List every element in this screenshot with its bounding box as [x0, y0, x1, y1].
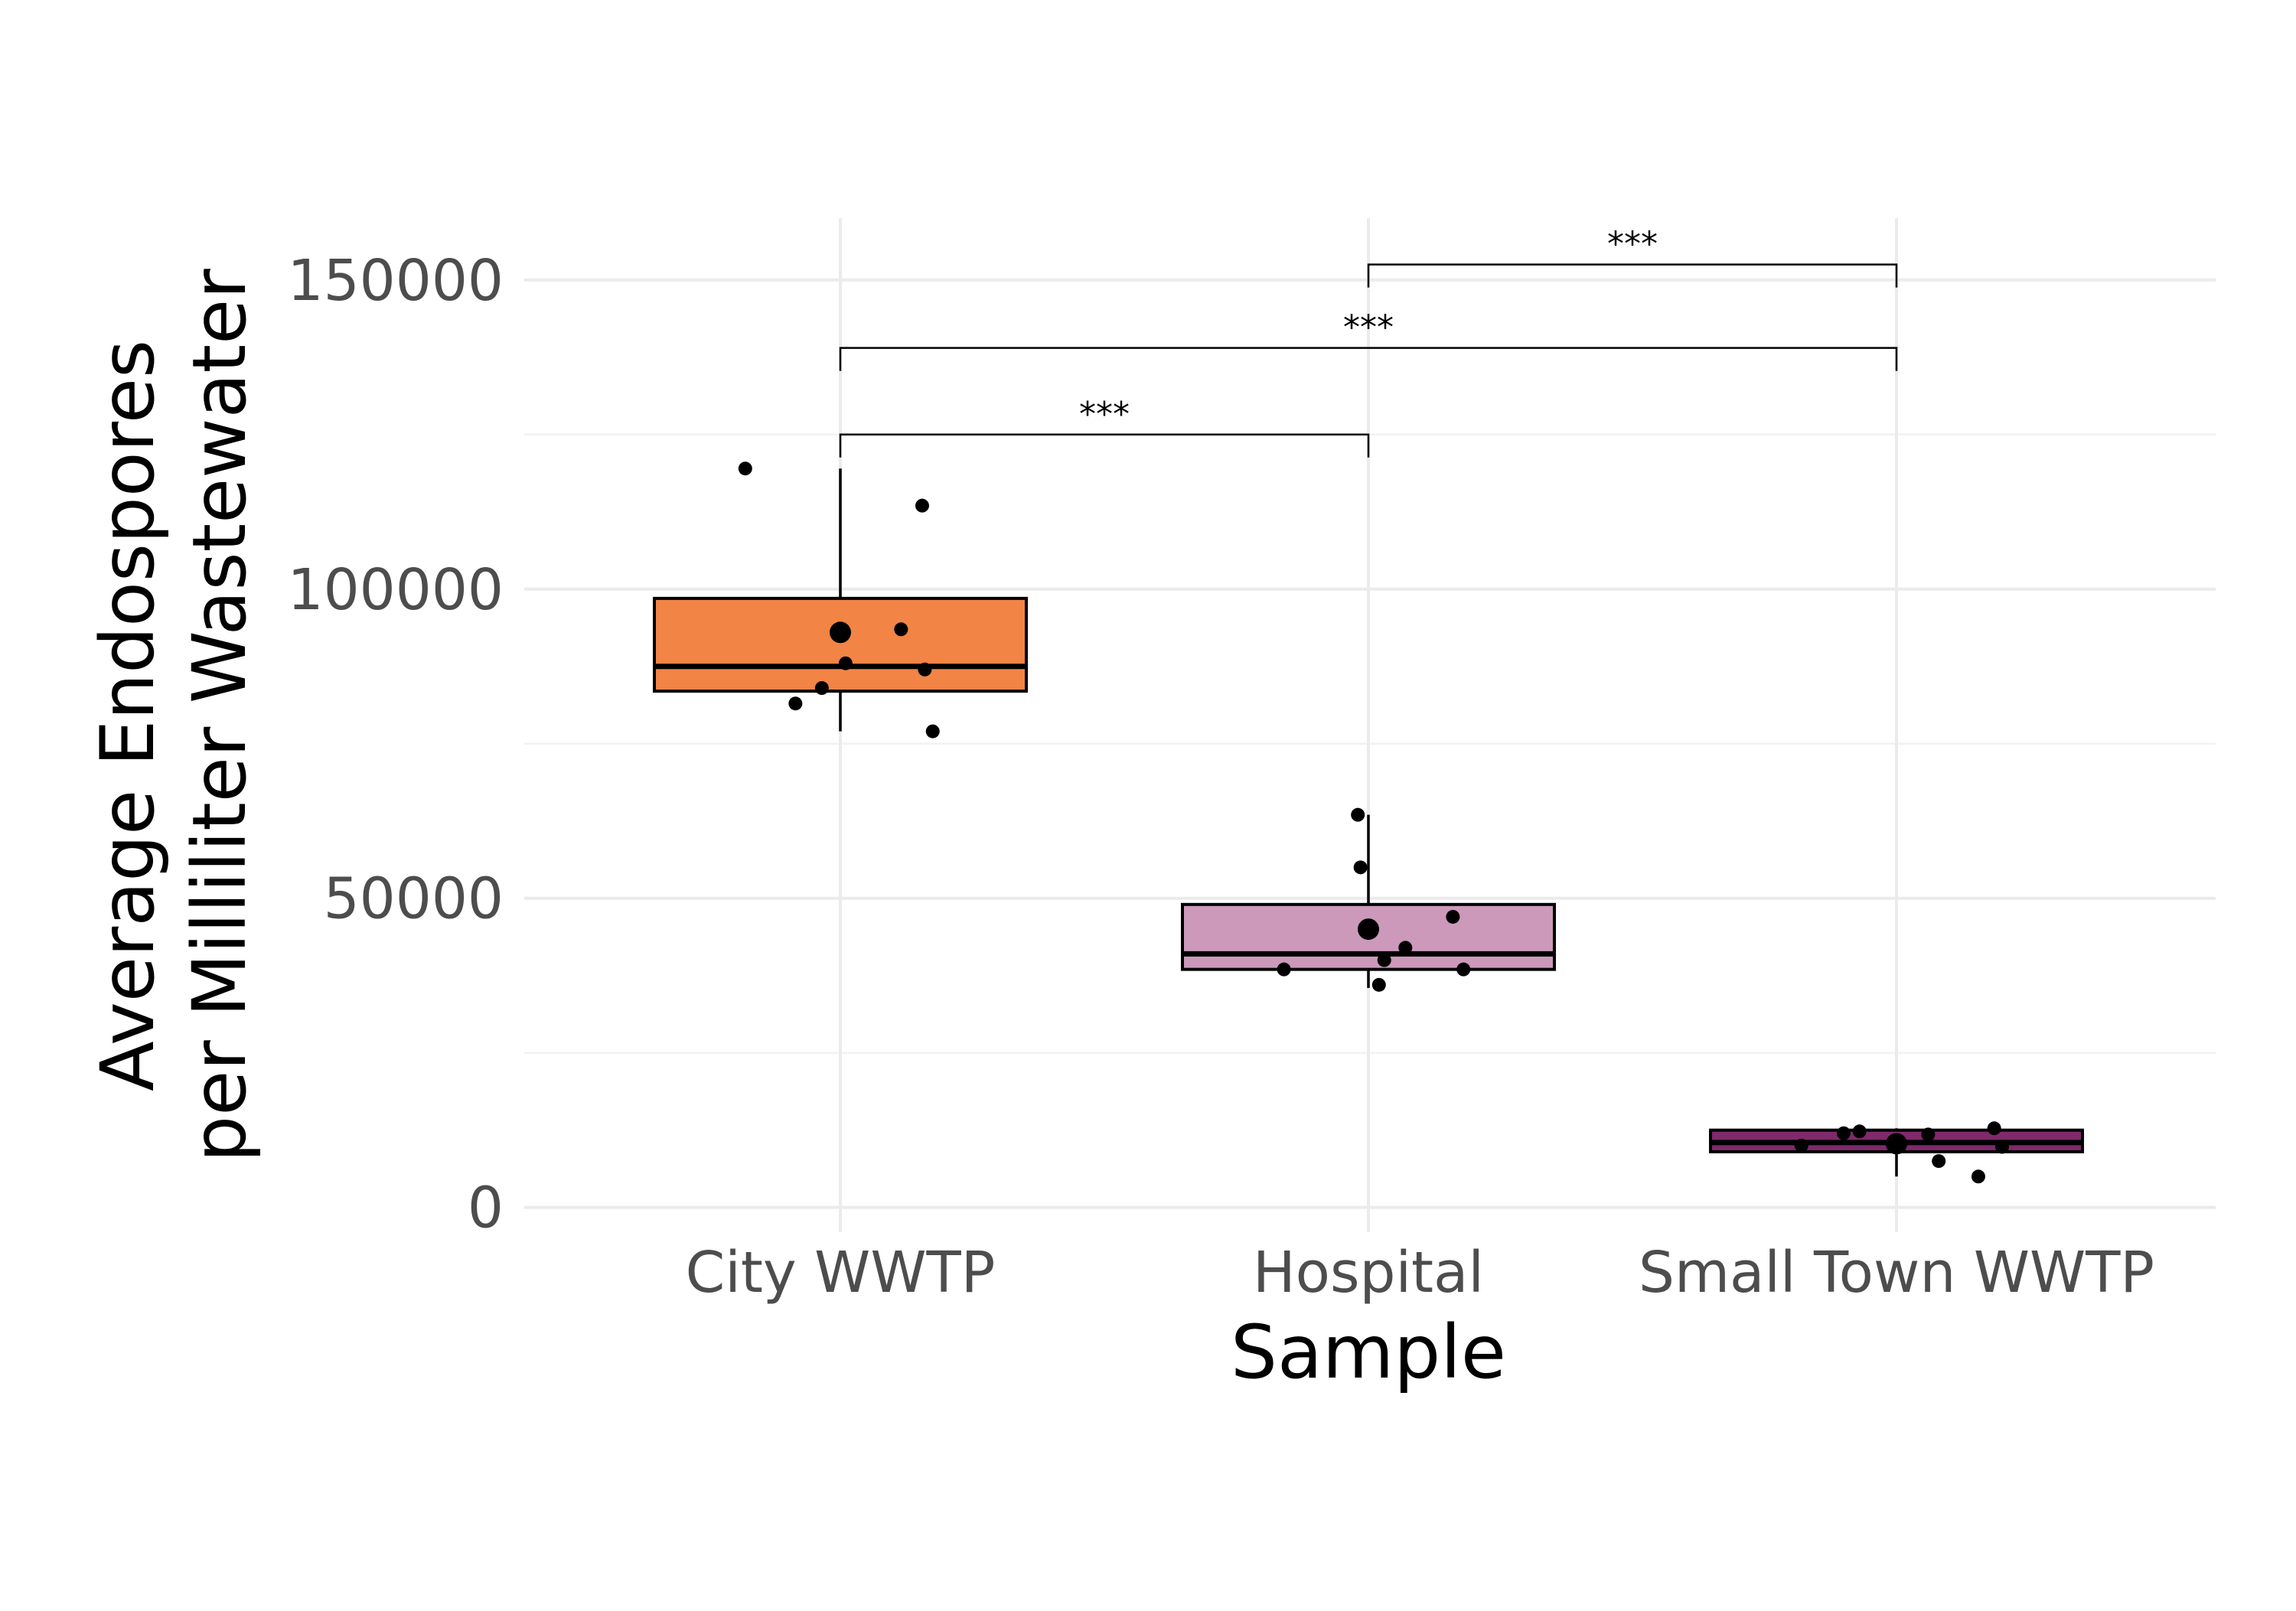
data-point: [1932, 1154, 1946, 1169]
mean-point: [1358, 918, 1379, 941]
significance-bracket: [839, 347, 1898, 371]
data-point: [1921, 1127, 1936, 1142]
significance-brackets: *** *** ***: [839, 225, 1898, 458]
gridlines: [524, 218, 2216, 1232]
data-point: [1794, 1138, 1808, 1153]
data-point: [1446, 909, 1460, 924]
data-points: [738, 461, 2009, 1184]
mean-point: [830, 621, 851, 644]
y-axis-title-line: Average Endospores: [85, 340, 171, 1091]
data-point: [925, 724, 940, 739]
significance-bracket: [839, 433, 1370, 458]
x-tick-label: City WWTP: [686, 1240, 996, 1306]
mean-point: [1886, 1133, 1907, 1155]
data-point: [1995, 1140, 2009, 1154]
data-point: [1351, 807, 1365, 822]
data-point: [814, 681, 829, 696]
data-point: [894, 622, 908, 637]
data-point: [1852, 1124, 1867, 1139]
significance-label: ***: [1607, 225, 1658, 264]
significance-bracket: [1367, 263, 1898, 288]
y-tick-label: 150000: [288, 248, 504, 314]
x-tick-label: Hospital: [1253, 1240, 1484, 1306]
x-tick-label: Small Town WWTP: [1639, 1240, 2154, 1306]
data-point: [1987, 1121, 2001, 1136]
data-point: [915, 498, 929, 513]
data-point: [1971, 1169, 1985, 1184]
data-point: [1353, 860, 1368, 875]
y-tick-label: 0: [468, 1176, 504, 1241]
data-point: [1377, 953, 1391, 967]
data-point: [1277, 962, 1291, 977]
data-point: [738, 461, 752, 476]
data-point: [838, 656, 853, 670]
data-point: [788, 696, 803, 711]
data-point: [1371, 977, 1386, 992]
y-axis-title-line: per Milliliter Wastewater: [177, 269, 263, 1163]
box: [653, 596, 1028, 693]
data-point: [1837, 1126, 1851, 1140]
data-point: [918, 662, 932, 677]
y-tick-label: 50000: [324, 866, 504, 932]
data-point: [1456, 962, 1471, 977]
data-point: [1398, 941, 1413, 955]
y-axis-title: Average Endosporesper Milliliter Wastewa…: [85, 269, 263, 1163]
x-axis-title: Sample: [1231, 1309, 1506, 1395]
axes: 0 50000 100000 150000 City WWTP Hospital Small…: [85, 248, 2154, 1395]
significance-label: ***: [1079, 395, 1130, 434]
significance-label: ***: [1343, 308, 1394, 347]
y-tick-label: 100000: [288, 557, 504, 623]
